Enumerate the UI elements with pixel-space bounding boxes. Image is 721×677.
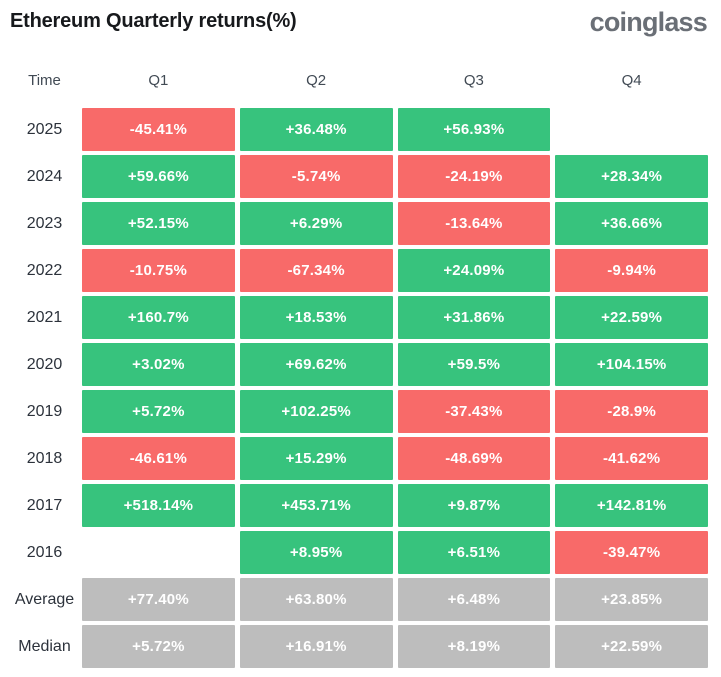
return-cell: +6.29%	[239, 202, 393, 245]
quarter-column-header: Q1	[148, 71, 169, 89]
return-cell: +22.59%	[555, 296, 708, 339]
row-label: 2020	[26, 355, 63, 373]
return-cell: +24.09%	[397, 249, 551, 292]
return-cell: +518.14%	[82, 484, 235, 527]
return-cell: +453.71%	[239, 484, 393, 527]
return-cell: +69.62%	[239, 343, 393, 386]
page-title: Ethereum Quarterly returns(%)	[10, 10, 297, 32]
return-cell: -48.69%	[397, 437, 551, 480]
return-cell: +5.72%	[82, 390, 235, 433]
return-cell: +52.15%	[82, 202, 235, 245]
return-cell: +104.15%	[555, 343, 708, 386]
return-cell: +16.91%	[239, 625, 393, 668]
return-cell: +56.93%	[397, 108, 551, 151]
row-label: 2024	[26, 167, 63, 185]
return-cell: +28.34%	[555, 155, 708, 198]
return-cell: +36.66%	[555, 202, 708, 245]
return-cell: +9.87%	[397, 484, 551, 527]
row-label: 2021	[26, 308, 63, 326]
return-cell: +142.81%	[555, 484, 708, 527]
return-cell: -24.19%	[397, 155, 551, 198]
return-cell: +5.72%	[82, 625, 235, 668]
return-cell: +160.7%	[82, 296, 235, 339]
return-cell: +8.19%	[397, 625, 551, 668]
return-cell: +22.59%	[555, 625, 708, 668]
return-cell: +77.40%	[82, 578, 235, 621]
row-label: 2018	[26, 449, 63, 467]
quarter-column-header: Q2	[306, 71, 327, 89]
return-cell: +6.48%	[397, 578, 551, 621]
return-cell: -41.62%	[555, 437, 708, 480]
quarterly-returns-table: Time Q1 Q2 Q3 Q4 2025 -45.41% +36.48% +56.93% 202…	[0, 61, 721, 668]
row-label: 2023	[26, 214, 63, 232]
return-cell: +63.80%	[239, 578, 393, 621]
row-label: 2019	[26, 402, 63, 420]
return-cell: -28.9%	[555, 390, 708, 433]
row-label: Median	[18, 637, 71, 655]
row-label: 2017	[26, 496, 63, 514]
quarter-column-header: Q3	[463, 71, 484, 89]
row-label: 2022	[26, 261, 63, 279]
return-cell: -5.74%	[239, 155, 393, 198]
return-cell: +18.53%	[239, 296, 393, 339]
header-bar: Ethereum Quarterly returns(%) coinglass	[0, 0, 721, 46]
row-label: Average	[14, 590, 75, 608]
return-cell: +59.66%	[82, 155, 235, 198]
row-label: 2025	[26, 120, 63, 138]
return-cell: +15.29%	[239, 437, 393, 480]
return-cell: +59.5%	[397, 343, 551, 386]
empty-cell	[82, 531, 235, 574]
return-cell: +36.48%	[239, 108, 393, 151]
empty-cell	[555, 108, 708, 151]
return-cell: -9.94%	[555, 249, 708, 292]
return-cell: -37.43%	[397, 390, 551, 433]
coinglass-logo[interactable]: coinglass	[589, 7, 708, 37]
return-cell: -10.75%	[82, 249, 235, 292]
return-cell: +8.95%	[239, 531, 393, 574]
return-cell: +3.02%	[82, 343, 235, 386]
return-cell: -45.41%	[82, 108, 235, 151]
time-column-header: Time	[28, 71, 61, 89]
return-cell: -46.61%	[82, 437, 235, 480]
quarter-column-header: Q4	[621, 71, 642, 89]
return-cell: +6.51%	[397, 531, 551, 574]
return-cell: -67.34%	[239, 249, 393, 292]
return-cell: +31.86%	[397, 296, 551, 339]
return-cell: -13.64%	[397, 202, 551, 245]
return-cell: -39.47%	[555, 531, 708, 574]
return-cell: +23.85%	[555, 578, 708, 621]
row-label: 2016	[26, 543, 63, 561]
return-cell: +102.25%	[239, 390, 393, 433]
